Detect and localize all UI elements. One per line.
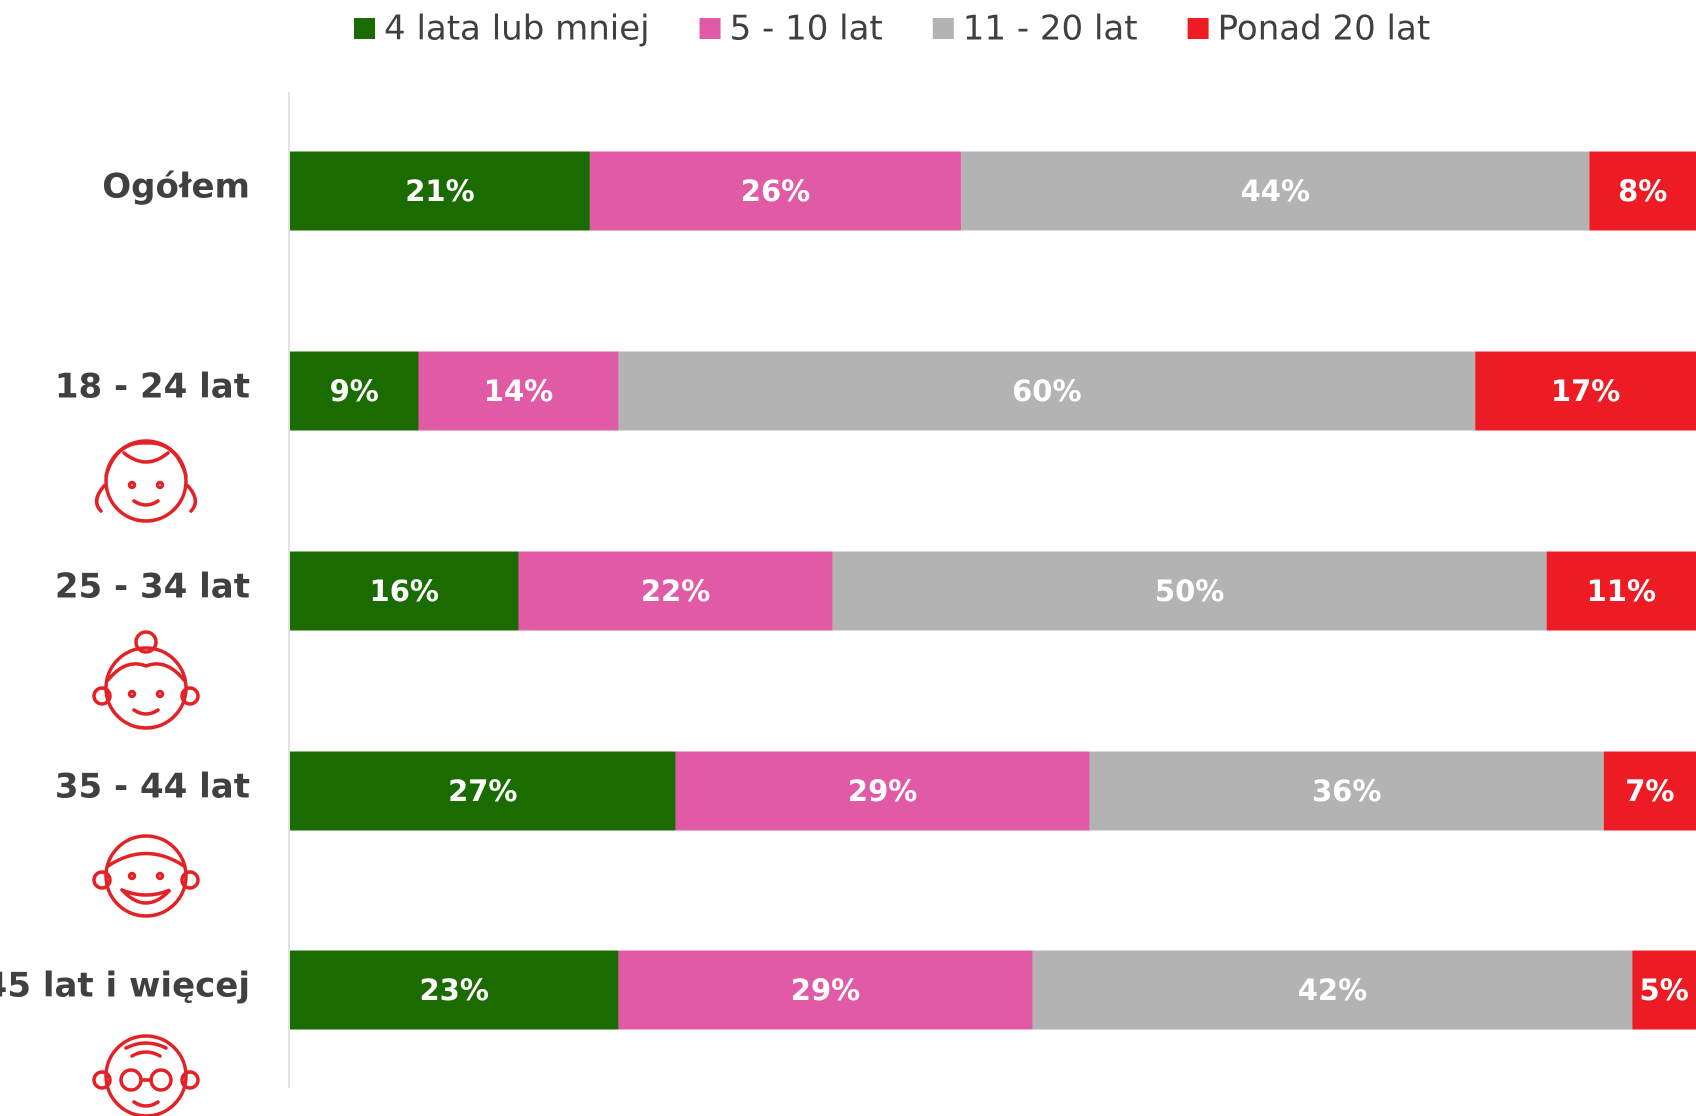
bar-segment (589, 151, 962, 231)
category-label: Ogółem (102, 167, 250, 207)
icon-25-34 (92, 630, 200, 730)
bar-segment (290, 351, 419, 431)
bar-segment (290, 950, 619, 1030)
category-label: 35 - 44 lat (55, 767, 250, 807)
legend-label: 4 lata lub mniej (384, 9, 650, 49)
value-label: 50% (1155, 574, 1224, 608)
icon-18-24 (94, 439, 198, 523)
legend-swatch (1187, 18, 1209, 39)
value-label: 14% (484, 374, 553, 408)
value-label: 26% (741, 174, 810, 208)
legend-label: 5 - 10 lat (730, 9, 883, 49)
icon-35-44 (92, 834, 200, 918)
value-label: 17% (1551, 374, 1620, 408)
legend-swatch (932, 18, 954, 39)
value-label: 5% (1640, 973, 1689, 1007)
bar-segment (290, 751, 676, 831)
legend-label: 11 - 20 lat (963, 9, 1138, 49)
category-label: 18 - 24 lat (55, 367, 250, 407)
value-label: 42% (1298, 973, 1367, 1007)
bar-segment (1589, 151, 1696, 231)
value-label: 22% (641, 574, 710, 608)
value-label: 11% (1587, 574, 1656, 608)
value-label: 16% (370, 574, 439, 608)
value-label: 7% (1625, 774, 1674, 808)
value-label: 44% (1241, 174, 1310, 208)
bar-segment (1632, 950, 1696, 1030)
value-label: 8% (1618, 174, 1667, 208)
bar-segment (290, 551, 519, 631)
bar-segment (1475, 351, 1696, 431)
icon-45-plus (92, 1034, 200, 1116)
bar-segment (290, 151, 590, 231)
bar-segment (1546, 551, 1696, 631)
bar-segment (518, 551, 833, 631)
category-label: 45 lat i więcej (0, 966, 250, 1006)
value-label: 29% (848, 774, 917, 808)
value-label: 27% (448, 774, 517, 808)
category-label: 25 - 34 lat (55, 567, 250, 607)
value-label: 21% (405, 174, 474, 208)
bar-segment (418, 351, 619, 431)
legend-swatch (699, 18, 721, 39)
bar-segment (618, 351, 1476, 431)
value-label: 23% (420, 973, 489, 1007)
bar-segment (832, 551, 1547, 631)
bar-segment (961, 151, 1590, 231)
bar-segment (675, 751, 1090, 831)
value-label: 9% (330, 374, 379, 408)
value-label: 36% (1312, 774, 1381, 808)
value-label: 29% (791, 973, 860, 1007)
value-label: 60% (1012, 374, 1081, 408)
legend-swatch (354, 18, 375, 39)
legend-label: Ponad 20 lat (1218, 9, 1431, 49)
bar-segment (1032, 950, 1633, 1030)
bar-segment (618, 950, 1033, 1030)
bar-segment (1603, 751, 1696, 831)
bar-segment (1089, 751, 1604, 831)
